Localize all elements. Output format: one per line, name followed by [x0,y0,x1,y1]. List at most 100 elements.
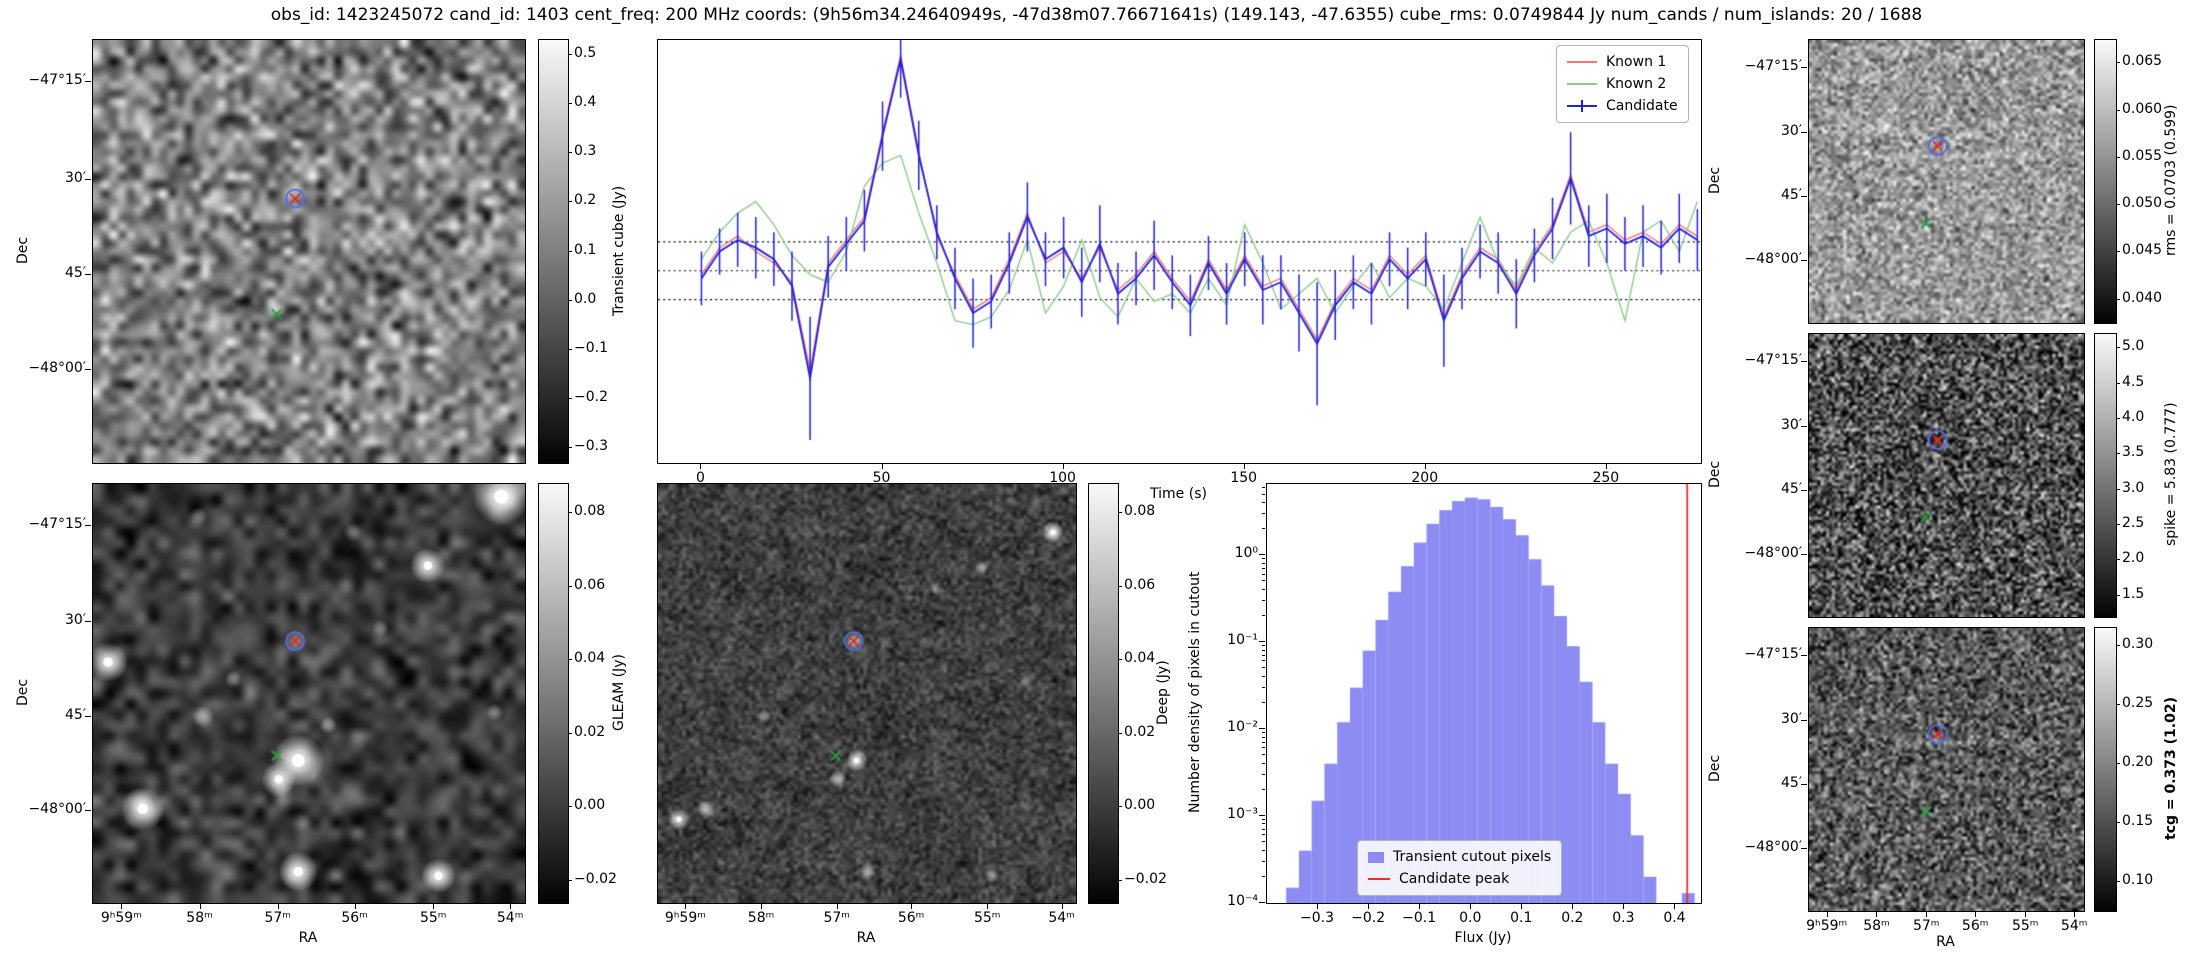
tick-mark [2025,911,2027,917]
tick-mark [1118,732,1122,734]
transient-dec-label: Dec [15,236,31,265]
tick-mark [1262,762,1265,764]
tick-label: 56ᵐ [341,910,368,926]
tick-mark [1118,806,1122,808]
tick-mark [2074,911,2076,917]
tick-mark [1262,660,1265,662]
tick-mark [568,806,572,808]
tick-label: 3.0 [2122,479,2145,496]
tick-mark [568,512,572,514]
tick-label: −0.02 [574,870,617,887]
gleam-ra-label: RA [298,930,318,946]
tick-mark [1975,911,1977,917]
tcg-colorbar [2094,627,2117,912]
tick-mark [85,715,91,717]
tick-mark [1262,501,1265,503]
histogram-ylabel: Number density of pixels in cutout [1187,571,1203,814]
tick-mark [568,102,572,104]
tick-label: −0.1 [1402,910,1437,926]
tick-mark [1801,67,1807,69]
lightcurve-panel [657,39,1702,464]
tick-label: 30′ [1781,711,1802,728]
tick-label: −0.3 [1300,910,1335,926]
tick-mark [1801,784,1807,786]
tick-mark [1262,841,1265,843]
tick-label: 10⁻² [1227,719,1258,736]
tick-mark [1262,486,1265,488]
tick-label: 0.06 [1124,577,1156,594]
tick-label: 10⁻³ [1227,806,1258,823]
tick-mark [568,879,572,881]
tick-label: 58ᵐ [747,910,775,926]
tick-mark [761,903,763,909]
tick-label: 30′ [65,612,86,629]
tick-mark [1262,558,1265,560]
tick-mark [568,447,572,449]
tick-mark [1262,580,1265,582]
tick-mark [1262,667,1265,669]
tick-mark [2116,347,2120,349]
legend-swatch [1368,851,1384,863]
tick-label: 0.04 [1124,650,1156,667]
tick-mark [700,463,702,469]
tick-label: −48°00′ [28,359,86,376]
tick-label: 2.5 [2122,515,2145,532]
tick-label: 0.2 [574,192,597,209]
tick-mark [1801,196,1807,198]
tick-mark [1262,615,1265,617]
spike-image [1809,334,2084,617]
transient-image [93,40,525,463]
tick-mark [85,81,91,83]
tick-label: 0.10 [2122,871,2154,888]
tick-mark [2116,298,2120,300]
tick-label: 0.00 [1124,797,1156,814]
lightcurve-xlabel: Time (s) [1150,486,1207,502]
tcg-image [1809,628,2084,911]
tick-label: 0.08 [1124,503,1156,520]
tick-label: 57ᵐ [264,910,292,926]
tick-label: 0.08 [574,503,606,520]
tick-mark [836,903,838,909]
tick-label: 57ᵐ [823,910,850,926]
tick-mark [1118,586,1122,588]
tick-mark [2116,203,2120,205]
tick-mark [2116,157,2120,158]
tick-mark [1262,686,1265,688]
histogram-legend: Transient cutout pixels Candidate peak [1357,840,1563,896]
tick-mark [1368,903,1370,909]
legend-label: Candidate peak [1399,871,1510,887]
spike-dec-label: Dec [1707,460,1723,489]
tick-label: −47°15′ [1744,58,1802,75]
tick-mark [685,903,687,909]
legend-label: Transient cutout pixels [1393,849,1552,865]
tick-label: 100 [1049,470,1076,486]
tick-label: 0.4 [1663,910,1686,926]
tick-mark [568,250,572,252]
tick-label: 4.5 [2122,373,2145,390]
figure-title: obs_id: 1423245072 cand_id: 1403 cent_fr… [270,5,1923,25]
transient-cutout-panel [92,39,526,464]
tick-mark [1262,654,1265,656]
legend-label: Known 1 [1606,54,1667,70]
lightcurve-plot [658,40,1701,463]
tick-mark [1801,553,1807,555]
deep-colorbar-label: Deep (Jy) [1155,660,1171,725]
tick-mark [1262,736,1265,738]
tick-mark [2116,382,2120,384]
tick-label: 0.065 [2122,53,2163,70]
tick-label: 9ʰ59ᵐ [664,910,706,926]
tick-mark [199,903,201,909]
tick-mark [1262,747,1265,749]
tick-mark [1826,911,1828,917]
legend-swatch [1368,878,1390,880]
gleam-cutout-panel [92,483,526,904]
tick-label: 0.00 [574,797,606,814]
tick-mark [1262,773,1265,775]
tick-mark [1262,588,1265,590]
tick-label: 5.0 [2122,338,2145,355]
tick-mark [1118,512,1122,514]
tick-mark [1118,879,1122,881]
tick-label: 56ᵐ [897,910,925,926]
tick-label: 0.02 [574,723,606,740]
tick-mark [85,368,91,370]
